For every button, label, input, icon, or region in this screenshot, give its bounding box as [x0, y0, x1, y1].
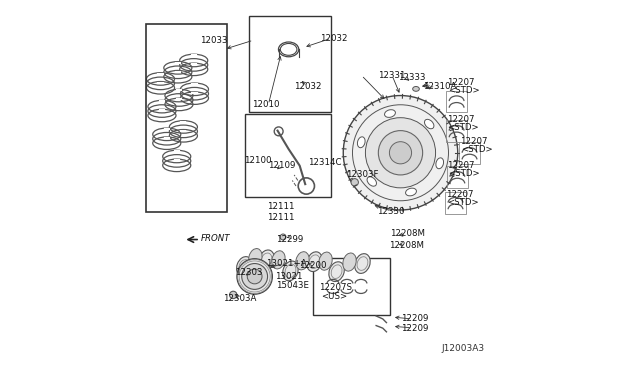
Text: 12208M: 12208M [389, 241, 424, 250]
Ellipse shape [385, 110, 396, 118]
Bar [146, 23, 227, 212]
Ellipse shape [249, 248, 262, 267]
Ellipse shape [329, 262, 344, 282]
Text: 12100: 12100 [244, 155, 272, 165]
Text: 12207: 12207 [460, 137, 488, 146]
Circle shape [343, 96, 458, 210]
Text: 12032: 12032 [320, 34, 348, 43]
Ellipse shape [424, 119, 434, 129]
Text: 12033: 12033 [200, 36, 227, 45]
Text: 12207: 12207 [445, 190, 473, 199]
Text: 12331: 12331 [378, 71, 406, 80]
Circle shape [365, 118, 436, 188]
Circle shape [389, 142, 412, 164]
Text: <STD>: <STD> [461, 145, 493, 154]
Text: 12333: 12333 [397, 73, 425, 81]
Circle shape [230, 291, 237, 299]
Text: 12010: 12010 [252, 100, 279, 109]
Text: <STD>: <STD> [447, 123, 479, 132]
Text: 12303F: 12303F [346, 170, 378, 179]
Text: <US>: <US> [321, 292, 348, 301]
Text: 12207: 12207 [447, 115, 475, 124]
Text: 12209: 12209 [401, 324, 429, 333]
Circle shape [378, 131, 422, 175]
Text: 12330: 12330 [377, 207, 404, 217]
Text: 12299: 12299 [276, 235, 304, 244]
Text: 12303A: 12303A [223, 294, 257, 303]
Text: <STD>: <STD> [449, 86, 480, 95]
Text: 12111: 12111 [268, 202, 294, 211]
Ellipse shape [272, 251, 285, 269]
Ellipse shape [413, 87, 419, 91]
Bar [459, 142, 480, 164]
Ellipse shape [319, 252, 332, 270]
Bar [446, 120, 467, 142]
Bar [445, 192, 466, 214]
Bar [249, 16, 331, 112]
Ellipse shape [307, 252, 322, 272]
Text: 12208M: 12208M [390, 230, 425, 238]
Ellipse shape [355, 254, 370, 273]
Ellipse shape [296, 252, 309, 270]
Bar [446, 91, 467, 112]
Ellipse shape [237, 257, 252, 276]
Text: 12310A: 12310A [424, 82, 457, 91]
Text: 12314C: 12314C [308, 157, 342, 167]
Text: 12207: 12207 [447, 161, 475, 170]
Ellipse shape [367, 177, 376, 186]
Circle shape [247, 269, 262, 284]
Text: 13021+A: 13021+A [266, 259, 307, 268]
Ellipse shape [436, 158, 444, 169]
Bar [312, 258, 390, 315]
Text: <STD>: <STD> [449, 169, 480, 178]
Text: 12207S: 12207S [319, 283, 352, 292]
Text: 12207: 12207 [447, 78, 475, 87]
Ellipse shape [357, 137, 365, 148]
Text: 12200: 12200 [299, 261, 326, 270]
Bar [447, 166, 468, 188]
Ellipse shape [406, 188, 417, 196]
Text: J12003A3: J12003A3 [441, 344, 484, 353]
Text: 12209: 12209 [401, 314, 429, 323]
Ellipse shape [283, 261, 298, 281]
Circle shape [242, 263, 268, 289]
Circle shape [280, 234, 286, 240]
Text: 12303: 12303 [235, 268, 262, 277]
Bar [244, 114, 331, 197]
Text: 15043E: 15043E [276, 281, 308, 290]
Circle shape [351, 179, 358, 186]
Text: 12109: 12109 [268, 161, 295, 170]
Text: <STD>: <STD> [447, 198, 478, 207]
Ellipse shape [343, 253, 356, 271]
Ellipse shape [259, 250, 274, 270]
Text: 12032: 12032 [294, 82, 322, 91]
Text: FRONT: FRONT [201, 234, 230, 243]
Text: 13021: 13021 [275, 272, 303, 281]
Text: 12111: 12111 [268, 213, 294, 222]
Circle shape [237, 259, 273, 294]
